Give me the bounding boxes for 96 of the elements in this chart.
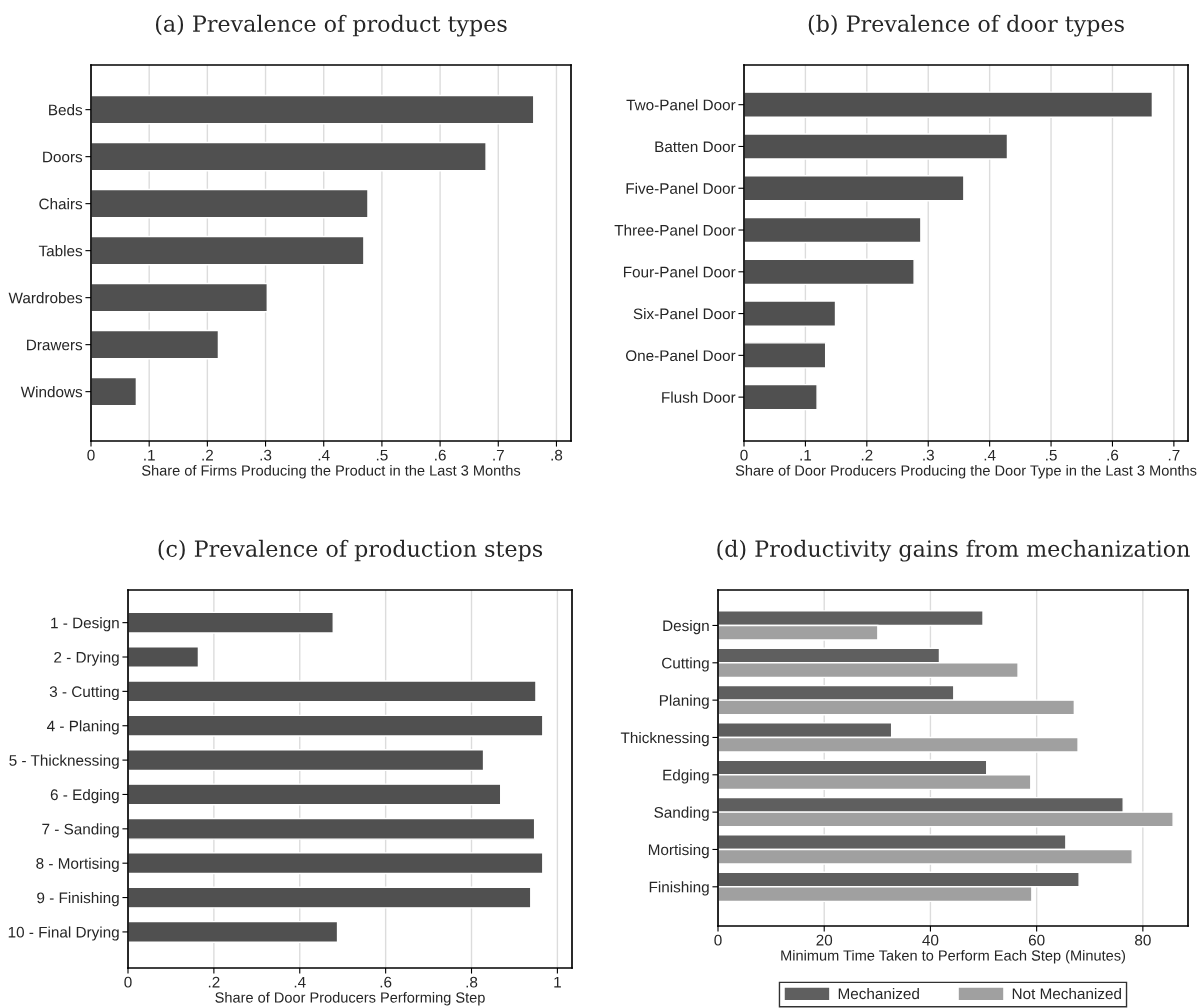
- y-tick-label: Wardrobes: [8, 292, 83, 304]
- y-tick-label: 6 - Edging: [50, 788, 119, 804]
- x-tick-label: 0: [740, 449, 748, 461]
- y-tick-label: Beds: [49, 104, 83, 116]
- y-tick-label: Five-Panel Door: [626, 182, 736, 194]
- bar: [128, 783, 502, 806]
- bar: [128, 749, 485, 772]
- y-tick-label: Four-Panel Door: [623, 266, 736, 278]
- y-tick-label: Thicknessing: [620, 731, 709, 747]
- y-tick-label: Three-Panel Door: [614, 224, 736, 236]
- y-tick-label: 7 - Sanding: [42, 823, 119, 838]
- x-axis-title: Share of Firms Producing the Product in the Last 3 Months: [142, 464, 521, 479]
- x-tick-label: .2: [861, 449, 873, 461]
- x-tick-label: .4: [318, 449, 330, 461]
- y-tick-label: 4 - Planing: [46, 720, 119, 735]
- x-tick-label: .7: [1168, 449, 1180, 461]
- x-tick-label: .6: [380, 976, 392, 988]
- bar: [91, 141, 487, 172]
- y-tick-label: One-Panel Door: [626, 349, 736, 362]
- legend-label: Mechanized: [838, 987, 919, 1000]
- y-tick-label: 10 - Final Drying: [8, 926, 119, 941]
- y-tick-label: Sanding: [654, 806, 709, 821]
- x-tick-label: 0: [714, 934, 722, 946]
- y-tick-label: Tables: [38, 245, 83, 257]
- chart-title: (c) Prevalence of production steps: [158, 539, 543, 562]
- x-tick-label: .1: [800, 449, 812, 461]
- y-tick-label: Mortising: [648, 843, 709, 859]
- y-tick-label: Edging: [663, 769, 709, 784]
- bar: [744, 133, 1009, 160]
- x-tick-label: .5: [376, 449, 388, 461]
- x-tick-label: .6: [435, 449, 446, 461]
- bar: [128, 886, 532, 909]
- x-tick-label: 1: [554, 976, 561, 988]
- x-tick-label: 40: [922, 934, 939, 946]
- x-tick-label: 0: [124, 976, 132, 988]
- bar: [91, 376, 138, 407]
- bar: [128, 817, 536, 840]
- bar: [91, 329, 220, 360]
- x-tick-label: .7: [493, 449, 504, 461]
- bar: [744, 216, 922, 244]
- x-tick-label: .5: [1046, 449, 1057, 461]
- y-tick-label: Design: [663, 619, 709, 635]
- bar: [744, 383, 818, 411]
- x-tick-label: .8: [551, 449, 563, 461]
- y-tick-label: Finishing: [649, 881, 709, 896]
- bar: [91, 94, 535, 125]
- x-tick-label: .3: [260, 449, 272, 461]
- x-tick-label: .4: [294, 976, 306, 988]
- bar: [744, 300, 837, 327]
- y-tick-label: 1 - Design: [51, 617, 119, 632]
- y-tick-label: Drawers: [27, 339, 83, 351]
- bar: [128, 852, 544, 875]
- x-tick-label: .3: [923, 449, 934, 461]
- bar: [744, 258, 915, 286]
- y-tick-label: Chairs: [39, 198, 83, 210]
- x-tick-label: 0: [87, 449, 95, 461]
- x-tick-label: 60: [1028, 934, 1045, 946]
- bar: [91, 235, 365, 266]
- legend-label: Not Mechanized: [1012, 987, 1121, 1000]
- bar: [91, 188, 369, 219]
- x-tick-label: .1: [144, 449, 155, 461]
- bar: [744, 342, 827, 369]
- x-tick-label: .2: [208, 976, 220, 988]
- bar: [744, 175, 965, 202]
- x-tick-label: .4: [984, 449, 996, 461]
- bar: [744, 91, 1154, 118]
- y-tick-label: Windows: [20, 386, 83, 398]
- y-tick-label: Flush Door: [662, 391, 736, 403]
- y-tick-label: Cutting: [662, 657, 709, 672]
- y-tick-label: 3 - Cutting: [49, 685, 119, 701]
- y-tick-label: Six-Panel Door: [633, 308, 736, 320]
- x-tick-label: .6: [1107, 449, 1119, 461]
- bar: [91, 282, 268, 313]
- y-tick-label: 5 - Thicknessing: [9, 754, 119, 769]
- bar: [128, 680, 537, 703]
- bar: [128, 714, 544, 737]
- chart-title: (a) Prevalence of product types: [155, 14, 507, 37]
- y-tick-label: Doors: [43, 151, 83, 163]
- chart-title: (b) Prevalence of door types: [808, 14, 1124, 37]
- x-tick-label: 80: [1135, 934, 1151, 946]
- x-axis-title: Share of Door Producers Producing the Door Type in the Last 3 Months: [735, 464, 1197, 479]
- x-tick-label: .8: [466, 976, 478, 988]
- y-tick-label: 9 - Finishing: [37, 892, 119, 907]
- bar: [128, 646, 200, 669]
- x-tick-label: .2: [202, 449, 213, 461]
- x-axis-title: Share of Door Producers Performing Step: [215, 991, 485, 1006]
- y-tick-label: Two-Panel Door: [626, 99, 736, 111]
- bar: [128, 920, 339, 943]
- y-tick-label: 8 - Mortising: [36, 857, 119, 872]
- y-tick-label: Planing: [659, 694, 709, 709]
- x-axis-title: Minimum Time Taken to Perform Each Step (Minutes): [781, 949, 1126, 964]
- chart-title: (d) Productivity gains from mechanization: [717, 539, 1190, 562]
- y-tick-label: 2 - Drying: [54, 651, 119, 666]
- y-tick-label: Batten Door: [655, 141, 736, 153]
- bar: [128, 611, 334, 634]
- x-tick-label: 20: [816, 934, 833, 946]
